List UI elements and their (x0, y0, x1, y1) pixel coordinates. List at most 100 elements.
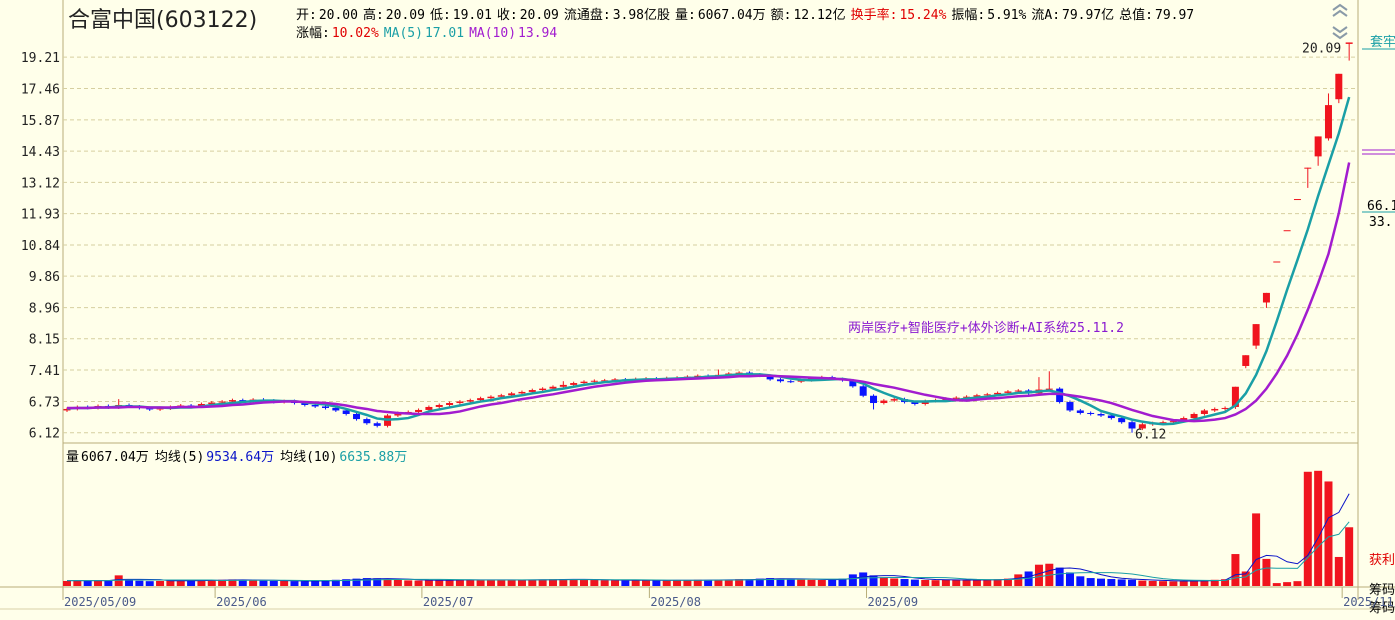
volume-bar (435, 579, 444, 586)
volume-ma-line (67, 493, 1350, 582)
candle-body (311, 404, 319, 407)
candle-body (973, 395, 981, 397)
candle-body (983, 394, 991, 396)
volume-bar (1097, 578, 1105, 586)
volume-bar (621, 580, 630, 586)
volume-bar (1200, 580, 1209, 586)
legend-value: 13.94 (518, 26, 558, 41)
candle-body (353, 413, 361, 420)
candle-body (1283, 230, 1291, 232)
candle-body (911, 402, 919, 405)
candle-body (1190, 413, 1198, 419)
volume-bar (528, 579, 537, 586)
candle-body (208, 402, 216, 405)
volume-bar (900, 579, 909, 586)
candle-body (952, 397, 960, 399)
candle-body (580, 381, 588, 384)
candle-body (766, 375, 774, 380)
candle-body (549, 386, 557, 389)
volume-bar (1231, 554, 1240, 586)
volume-bar (538, 579, 547, 586)
volume-bar (1314, 470, 1323, 586)
candle-body (963, 396, 971, 398)
candle-body (1097, 413, 1105, 416)
candle-body (425, 406, 433, 410)
high-label: 20.09 (1302, 41, 1341, 56)
volume-bar (466, 579, 475, 586)
volume-bar (962, 580, 971, 586)
info-label: 涨幅: (296, 26, 330, 41)
candle-body (218, 401, 226, 403)
legend-value: 6067.04万 (81, 450, 149, 465)
volume-bar (311, 580, 320, 586)
volume-bar (983, 579, 992, 586)
volume-bar (476, 580, 485, 586)
volume-bar (197, 580, 206, 586)
info-label: 量: (675, 8, 696, 23)
scroll-up-icon[interactable] (1332, 3, 1348, 17)
candle-body (363, 419, 371, 424)
volume-bar (993, 579, 1002, 586)
info-label: 额: (770, 8, 792, 23)
candle-body (859, 386, 867, 396)
y-tick-label: 13.12 (21, 176, 60, 191)
candle-body (477, 398, 485, 401)
volume-bar (1283, 582, 1292, 586)
volume-bar (786, 579, 795, 586)
info-label: 收: (496, 8, 518, 23)
info-value: 15.24% (899, 8, 947, 23)
candle-body (415, 409, 423, 412)
quote-info-2: 涨幅: 10.02% MA(5) 17.01 MA(10) 13.94 (296, 22, 562, 41)
volume-bar (590, 579, 599, 586)
side-label: 套牢 (1370, 34, 1395, 50)
candle-body (63, 408, 71, 411)
y-tick-label: 11.93 (21, 208, 60, 223)
candle-body (228, 400, 236, 402)
volume-bar (1221, 579, 1230, 586)
info-label: 振幅: (951, 8, 986, 23)
candle-body (456, 401, 464, 404)
volume-bar (704, 580, 713, 586)
candle-body (570, 383, 578, 385)
candle-body (1252, 324, 1260, 346)
volume-bar (269, 580, 278, 586)
candle-body (239, 400, 247, 402)
volume-bar (1003, 578, 1012, 586)
candle-body (1076, 410, 1084, 413)
info-label: 换手率: (850, 8, 898, 23)
candle-body (1056, 388, 1064, 403)
info-value: 20.09 (385, 8, 425, 23)
candle-body (611, 379, 619, 381)
volume-bar (238, 580, 247, 586)
candle-body (332, 407, 340, 411)
y-tick-label: 15.87 (21, 114, 60, 129)
volume-bar (73, 580, 82, 586)
volume-bar (249, 580, 258, 586)
volume-bar (807, 579, 816, 586)
legend-name: MA(10) (469, 26, 517, 41)
info-value: 20.09 (519, 8, 559, 23)
x-tick-label: 2025/09 (868, 595, 919, 609)
candle-body (446, 403, 454, 405)
candle-body (1107, 415, 1115, 419)
candle-body (1262, 292, 1270, 303)
volume-bar (683, 579, 692, 586)
legend-name: MA(5) (383, 26, 423, 41)
volume-bar (94, 580, 103, 586)
y-tick-label: 8.15 (29, 333, 60, 348)
info-label: 流通盘: (563, 8, 611, 23)
volume-bar (445, 579, 454, 586)
volume-bar (1252, 513, 1261, 586)
scroll-down-icon[interactable] (1332, 26, 1348, 40)
volume-bar (693, 579, 702, 586)
y-tick-label: 17.46 (21, 83, 60, 98)
volume-bar (321, 580, 330, 586)
y-tick-label: 14.43 (21, 145, 60, 160)
candle-body (1159, 422, 1167, 424)
volume-legend: 量 6067.04万 均线(5) 9534.64万 均线(10) 6635.88万 (66, 446, 413, 465)
volume-bar (507, 579, 516, 586)
candle-body (1118, 418, 1126, 423)
candle-body (694, 375, 702, 377)
